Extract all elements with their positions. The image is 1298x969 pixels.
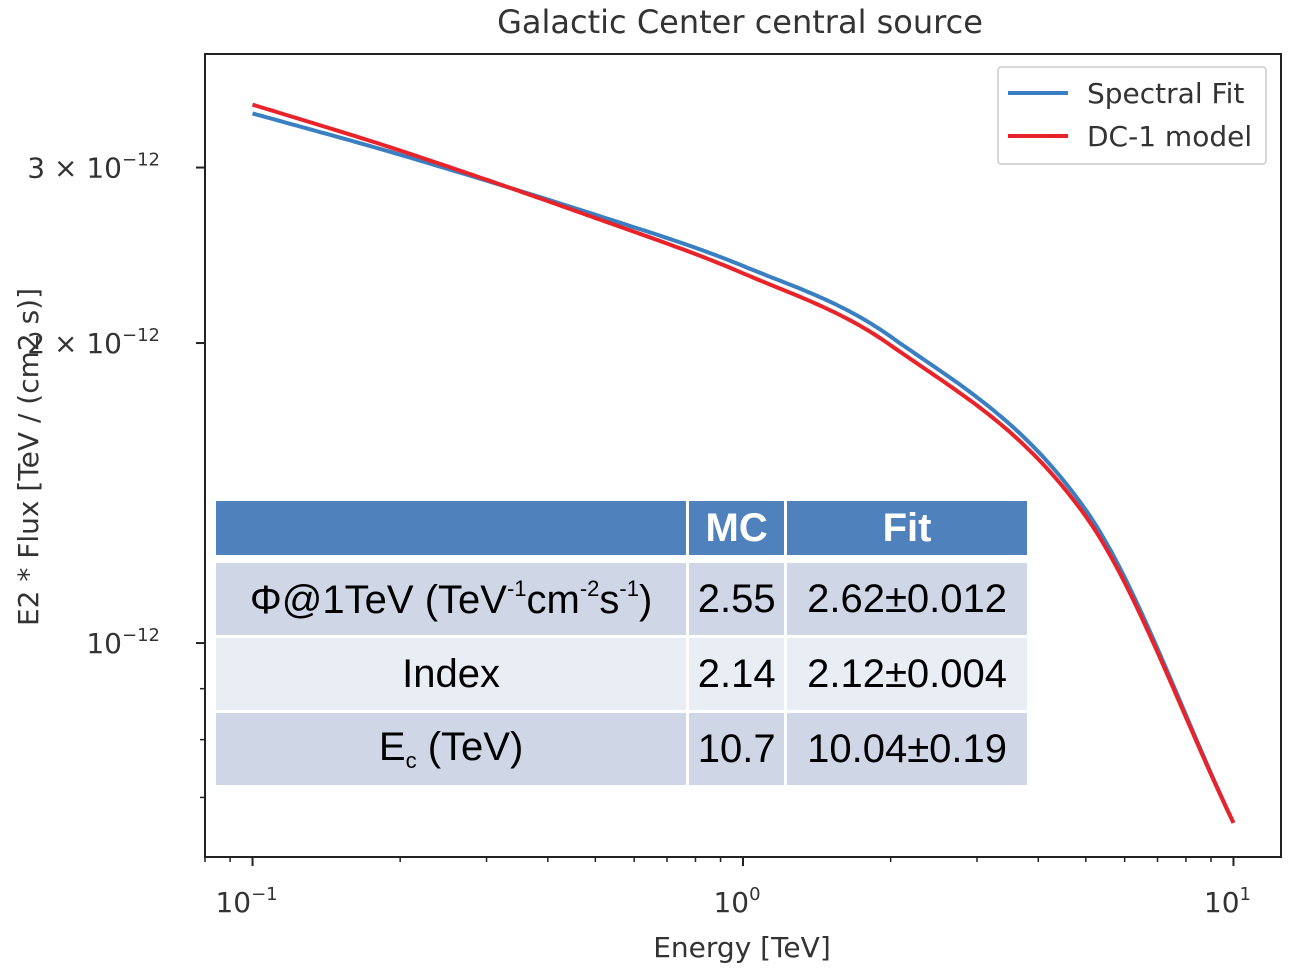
- table-cell-index-mc: 2.14: [689, 638, 788, 713]
- x-tick-label: 10−1: [215, 884, 277, 919]
- table-row-flux: Φ@1TeV (TeV-1cm-2s-1) 2.55 2.62±0.012: [216, 563, 1027, 638]
- table-cell-flux-fit: 2.62±0.012: [787, 563, 1027, 638]
- table-header-row: MC Fit: [216, 501, 1027, 563]
- cutoff-label-end: (TeV): [416, 724, 524, 769]
- series-layer: [251, 102, 1236, 824]
- table-header-fit: Fit: [787, 501, 1027, 563]
- x-tick-label: 100: [713, 884, 760, 919]
- y-axis-ticks: 3 × 10−12 2 × 10−12 10−12: [27, 150, 205, 799]
- flux-label-exp2: -2: [579, 575, 600, 601]
- flux-label-main: Φ@1TeV (TeV: [249, 577, 507, 622]
- series-line-dc-1-model: [251, 102, 1236, 824]
- legend-label-spectral-fit: Spectral Fit: [1087, 77, 1244, 110]
- flux-label-end: ): [638, 577, 653, 622]
- table-cell-flux-mc: 2.55: [689, 563, 788, 638]
- table-row-index: Index 2.14 2.12±0.004: [216, 638, 1027, 713]
- table-cell-index-label: Index: [216, 638, 690, 713]
- chart-title: Galactic Center central source: [497, 3, 983, 41]
- table-header-mc: MC: [689, 501, 788, 563]
- flux-label-exp1: -1: [506, 575, 527, 601]
- flux-label-cm: cm: [526, 577, 580, 622]
- table-cell-cutoff-label: Ec (TeV): [216, 713, 690, 788]
- y-tick-label: 2 × 10−12: [27, 325, 160, 360]
- legend-label-dc1-model: DC-1 model: [1087, 120, 1252, 153]
- cutoff-label-sub: c: [405, 747, 417, 773]
- cutoff-label-main: E: [378, 724, 406, 769]
- y-tick-label: 10−12: [86, 625, 160, 660]
- parameter-table: MC Fit Φ@1TeV (TeV-1cm-2s-1) 2.55 2.62±0…: [216, 501, 1027, 788]
- series-line-spectral-fit: [251, 111, 1236, 824]
- x-tick-label: 101: [1204, 884, 1251, 919]
- table-cell-cutoff-mc: 10.7: [689, 713, 788, 788]
- y-axis-label: E2 * Flux [TeV / (cm2 s)]: [12, 288, 45, 626]
- table-cell-index-fit: 2.12±0.004: [787, 638, 1027, 713]
- flux-label-exp3: -1: [619, 575, 639, 601]
- table-header-blank: [216, 501, 690, 563]
- table-row-cutoff: Ec (TeV) 10.7 10.04±0.19: [216, 713, 1027, 788]
- table-cell-cutoff-fit: 10.04±0.19: [787, 713, 1027, 788]
- flux-label-s: s: [599, 577, 620, 622]
- y-tick-label: 3 × 10−12: [27, 150, 160, 185]
- x-axis-label: Energy [TeV]: [653, 931, 831, 964]
- x-axis-ticks: 10−1 100 101: [204, 857, 1251, 919]
- legend: Spectral Fit DC-1 model: [997, 66, 1267, 165]
- table-cell-flux-label: Φ@1TeV (TeV-1cm-2s-1): [216, 563, 690, 638]
